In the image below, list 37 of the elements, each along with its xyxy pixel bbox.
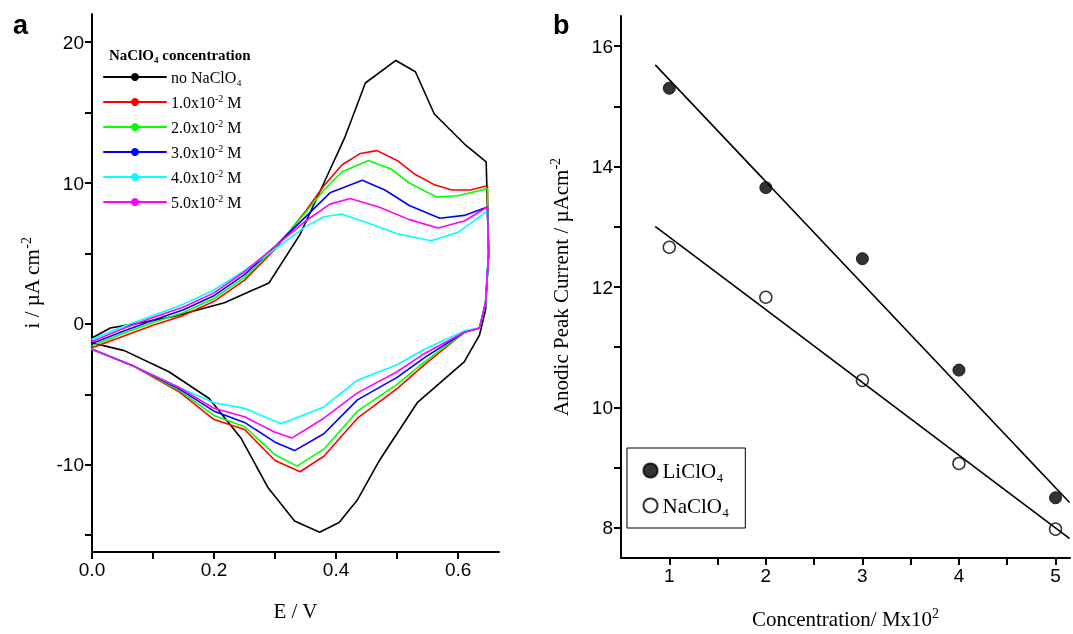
y-tick-label: -10 [56,454,84,476]
x-tick-label: 0.0 [78,559,106,580]
y-tick-label: 0 [73,313,84,335]
x-axis-title: E / V [273,598,318,623]
y-tick-label: 12 [591,276,613,298]
point [1048,522,1063,536]
legend-label: NaClO₄ [662,493,730,518]
x-tick-label: 4 [953,565,965,586]
x-tick-label: 0.6 [444,559,472,580]
point [952,363,966,377]
y-axis-title: Anodic Peak Current / µAcm-2 [547,157,573,417]
point [662,240,677,254]
legend-label: LiClO₄ [662,458,724,483]
y-tick-label: 10 [591,396,613,418]
chart-title: a [13,9,29,40]
chart-title: b [553,9,570,40]
point [855,373,870,388]
y-axis-title: i / µA cm-2 [18,236,44,329]
x-tick-label: 1 [663,565,675,586]
point [662,81,676,95]
x-tick-label: 5 [1050,565,1061,586]
point [759,290,773,304]
x-tick-label: 2 [760,565,772,586]
x-tick-label: 0.4 [322,559,350,580]
y-tick-label: 16 [591,35,613,57]
x-tick-label: 3 [857,565,868,586]
point [1049,491,1063,505]
point [952,456,966,471]
point [855,252,869,266]
y-tick-label: 20 [62,31,84,53]
y-tick-label: 14 [591,156,614,178]
y-tick-label: 8 [602,517,613,539]
legend-title: NaClO₄ concentration [109,46,252,63]
x-tick-label: 0.2 [200,559,228,580]
legend-label: no NaClO₄ [171,68,243,86]
point [759,181,773,195]
y-tick-label: 10 [62,172,84,194]
